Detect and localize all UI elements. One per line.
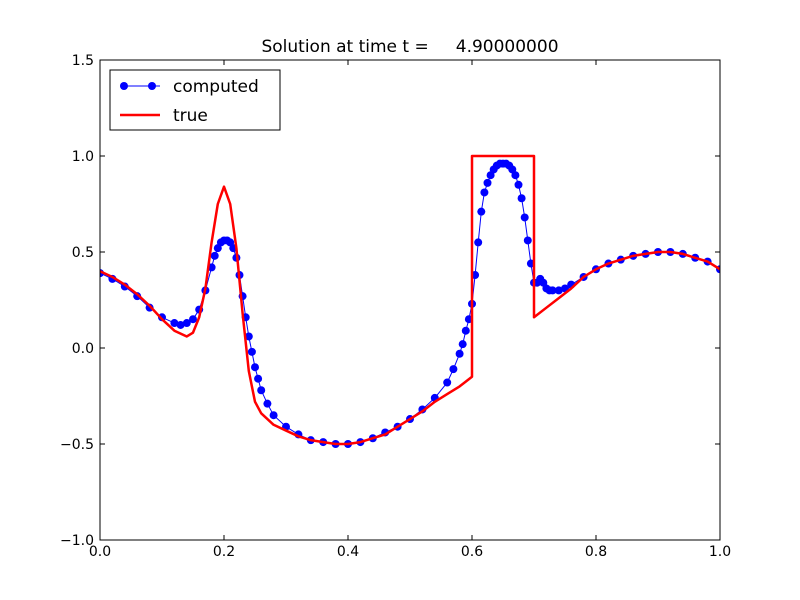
axes-frame xyxy=(99,59,721,541)
y-tick-label: 0.5 xyxy=(72,245,94,261)
x-tick-label: 0.8 xyxy=(585,544,607,560)
computed-point xyxy=(474,238,483,247)
legend: computed true xyxy=(109,69,281,131)
computed-point xyxy=(269,411,278,420)
computed-point xyxy=(520,213,529,222)
x-tick-label: 0.2 xyxy=(213,544,235,560)
computed-point xyxy=(189,315,197,324)
computed-point xyxy=(483,178,492,187)
computed-point xyxy=(247,347,256,356)
y-tick-label: 1.5 xyxy=(72,53,94,69)
computed-point xyxy=(480,188,489,197)
computed-point xyxy=(176,320,185,329)
computed-point xyxy=(210,251,219,260)
series-true-line xyxy=(100,154,720,446)
computed-point xyxy=(170,319,179,328)
legend-box xyxy=(109,69,281,131)
x-tick-label: 0.6 xyxy=(461,544,483,560)
y-tick-label: −1.0 xyxy=(60,533,94,549)
computed-point xyxy=(514,180,523,189)
computed-point xyxy=(257,386,266,395)
x-tick-label: 0.4 xyxy=(337,544,359,560)
computed-point xyxy=(449,365,458,374)
legend-swatch-computed-marker-right xyxy=(148,82,156,90)
y-tick-label: 0.0 xyxy=(72,341,94,357)
computed-point xyxy=(254,374,263,383)
computed-point xyxy=(263,399,272,408)
axis-ticks: 0.0 0.2 0.4 0.6 0.8 1.0 −1.0 −0.5 0.0 0.5 1.0 1.5 xyxy=(60,53,731,560)
legend-label-true: true xyxy=(173,106,208,126)
computed-point xyxy=(461,326,470,335)
legend-label-computed: computed xyxy=(173,77,259,97)
computed-point xyxy=(455,349,464,358)
computed-point xyxy=(517,194,526,203)
computed-point xyxy=(477,207,486,216)
legend-swatch-computed-marker-left xyxy=(120,82,128,90)
y-tick-label: −0.5 xyxy=(60,437,94,453)
computed-point xyxy=(251,363,259,372)
computed-point xyxy=(443,378,452,387)
chart-title: Solution at time t = 4.90000000 xyxy=(261,37,558,57)
x-tick-label: 0.0 xyxy=(89,544,111,560)
computed-point xyxy=(554,286,563,295)
computed-point xyxy=(182,319,191,328)
y-tick-label: 1.0 xyxy=(72,149,94,165)
computed-point xyxy=(458,340,467,349)
x-tick-label: 1.0 xyxy=(709,544,731,560)
computed-point xyxy=(244,332,253,341)
computed-point xyxy=(511,171,520,180)
computed-point xyxy=(523,236,532,245)
plot-area xyxy=(100,154,720,448)
computed-point xyxy=(548,286,557,295)
